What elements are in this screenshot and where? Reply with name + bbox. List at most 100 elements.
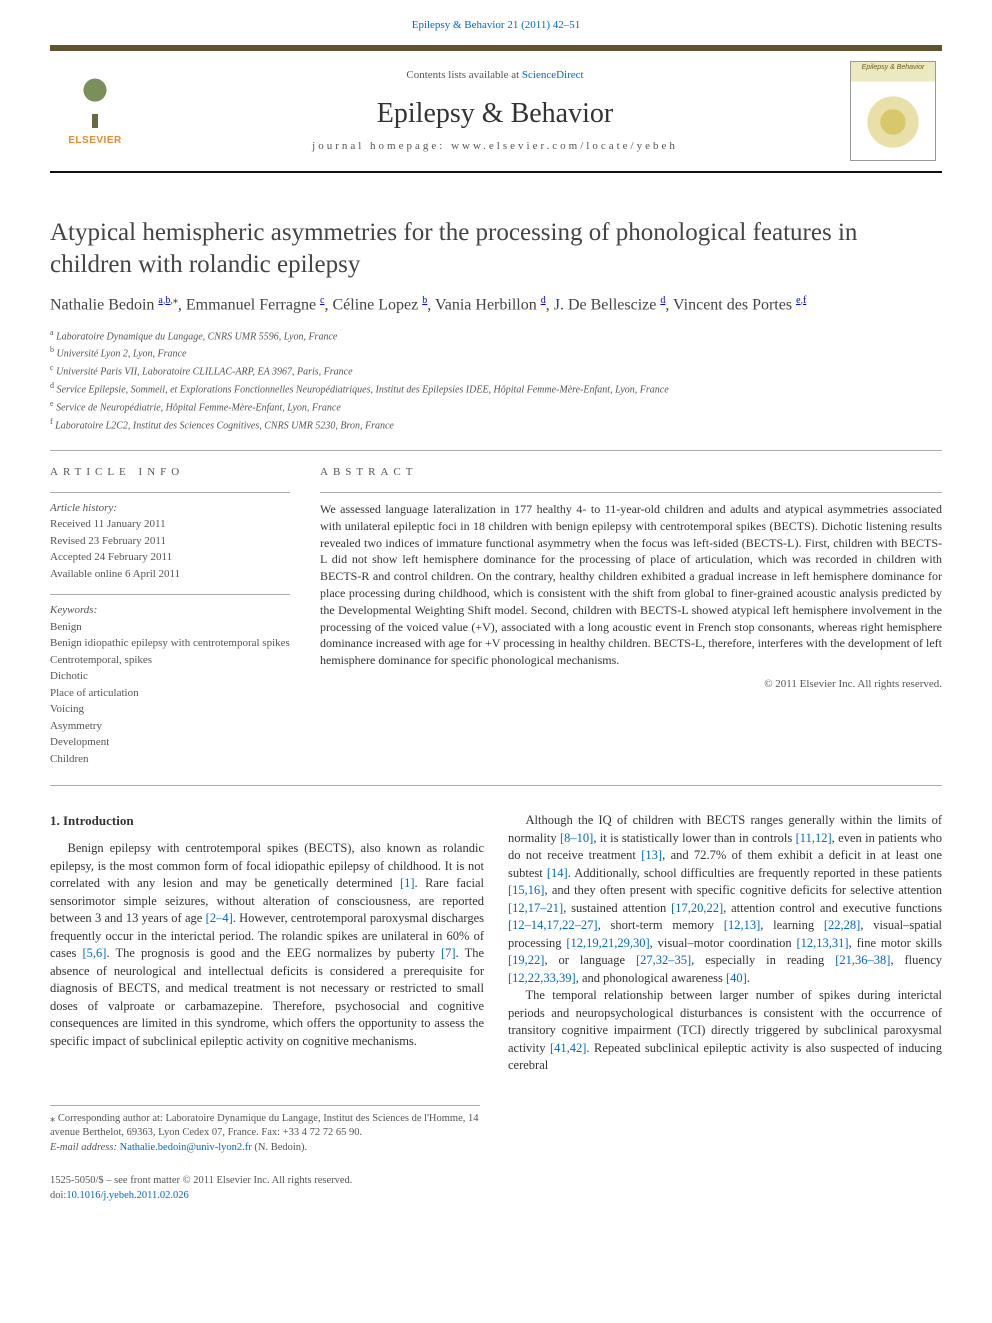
- cover-thumb-title: Epilepsy & Behavior: [862, 62, 925, 74]
- ref-19-22[interactable]: [19,22]: [508, 953, 544, 967]
- keyword-line: Voicing: [50, 701, 290, 718]
- corr-line: ⁎ Corresponding author at: Laboratoire D…: [50, 1112, 480, 1141]
- email-label: E-mail address:: [50, 1142, 120, 1153]
- doi-prefix: doi:: [50, 1190, 66, 1201]
- intro-p1-d: . The prognosis is good and the EEG norm…: [106, 946, 441, 960]
- ref-41-42[interactable]: [41,42]: [550, 1041, 586, 1055]
- email-suffix: (N. Bedoin).: [252, 1142, 307, 1153]
- journal-issue-anchor[interactable]: Epilepsy & Behavior 21 (2011) 42–51: [412, 19, 581, 31]
- journal-header: ELSEVIER Contents lists available at Sci…: [50, 45, 942, 173]
- intro-p2-e: . Additionally, school difficulties are …: [568, 866, 942, 880]
- abstract-copyright: © 2011 Elsevier Inc. All rights reserved…: [320, 677, 942, 692]
- ref-8-10[interactable]: [8–10]: [560, 831, 593, 845]
- keyword-line: Place of articulation: [50, 685, 290, 702]
- journal-vol-top: 21 (2011) 42–51: [507, 19, 580, 31]
- affil-sup-link[interactable]: e: [796, 295, 800, 306]
- affiliation-line: a Laboratoire Dynamique du Langage, CNRS…: [50, 327, 942, 345]
- ref-7[interactable]: [7]: [441, 946, 456, 960]
- history-line: Available online 6 April 2011: [50, 566, 290, 583]
- ref-2-4[interactable]: [2–4]: [206, 911, 233, 925]
- ref-15-16[interactable]: [15,16]: [508, 883, 544, 897]
- history-lines: Received 11 January 2011Revised 23 Febru…: [50, 516, 290, 582]
- doi-link[interactable]: 10.1016/j.yebeh.2011.02.026: [66, 1190, 188, 1201]
- ref-1[interactable]: [1]: [400, 876, 415, 890]
- journal-cover-thumb: Epilepsy & Behavior: [850, 61, 936, 161]
- abstract-text: We assessed language lateralization in 1…: [320, 501, 942, 669]
- intro-p2-p: , fluency: [890, 953, 942, 967]
- keywords-rule: [50, 594, 290, 595]
- intro-p2-b: , it is statistically lower than in cont…: [593, 831, 795, 845]
- intro-p2-f: , and they often present with specific c…: [544, 883, 942, 897]
- article-info-column: ARTICLE INFO Article history: Received 1…: [50, 465, 290, 768]
- cover-thumb-art: [863, 92, 923, 152]
- intro-para-1: Benign epilepsy with centrotemporal spik…: [50, 840, 484, 1050]
- ref-27-35[interactable]: [27,32–35]: [636, 953, 691, 967]
- affil-sup-link[interactable]: b: [422, 295, 427, 306]
- keyword-line: Children: [50, 751, 290, 768]
- publisher-name: ELSEVIER: [68, 134, 121, 148]
- publisher-logo: ELSEVIER: [50, 51, 140, 171]
- abstract-head: ABSTRACT: [320, 465, 942, 480]
- homepage-url: www.elsevier.com/locate/yebeh: [451, 140, 678, 152]
- intro-p2-h: , attention control and executive functi…: [723, 901, 942, 915]
- elsevier-tree-icon: [72, 74, 118, 128]
- ref-12-27[interactable]: [12–14,17,22–27]: [508, 918, 598, 932]
- ref-11-12[interactable]: [11,12]: [796, 831, 832, 845]
- ref-12-13[interactable]: [12,13]: [724, 918, 760, 932]
- intro-p2-l: , visual–motor coordination: [650, 936, 797, 950]
- ref-12-39[interactable]: [12,22,33,39]: [508, 971, 576, 985]
- article-title: Atypical hemispheric asymmetries for the…: [50, 217, 942, 280]
- ref-12-21[interactable]: [12,17–21]: [508, 901, 563, 915]
- intro-p2-j: , learning: [760, 918, 824, 932]
- issn-line: 1525-5050/$ – see front matter © 2011 El…: [50, 1174, 942, 1189]
- affil-sup-link[interactable]: c: [320, 295, 324, 306]
- journal-name-top: Epilepsy & Behavior: [412, 19, 505, 31]
- homepage-line: journal homepage: www.elsevier.com/locat…: [140, 139, 850, 154]
- intro-para-3: The temporal relationship between larger…: [508, 987, 942, 1075]
- ref-14[interactable]: [14]: [547, 866, 568, 880]
- ref-17-22[interactable]: [17,20,22]: [671, 901, 723, 915]
- corr-email-link[interactable]: Nathalie.bedoin@univ-lyon2.fr: [120, 1142, 252, 1153]
- history-line: Revised 23 February 2011: [50, 533, 290, 550]
- keyword-line: Asymmetry: [50, 718, 290, 735]
- ref-40[interactable]: [40]: [726, 971, 747, 985]
- affiliation-line: b Université Lyon 2, Lyon, France: [50, 344, 942, 362]
- affiliation-line: d Service Epilepsie, Sommeil, et Explora…: [50, 380, 942, 398]
- keywords-label: Keywords:: [50, 603, 290, 618]
- header-center: Contents lists available at ScienceDirec…: [140, 51, 850, 171]
- intro-p2-o: , especially in reading: [691, 953, 835, 967]
- intro-p2-n: , or language: [544, 953, 636, 967]
- history-line: Received 11 January 2011: [50, 516, 290, 533]
- ref-12-31[interactable]: [12,13,31]: [797, 936, 849, 950]
- rule-below-abstract: [50, 785, 942, 786]
- ref-21-38[interactable]: [21,36–38]: [835, 953, 890, 967]
- intro-p2-r: .: [747, 971, 750, 985]
- journal-issue-link: Epilepsy & Behavior 21 (2011) 42–51: [0, 0, 992, 41]
- sciencedirect-link[interactable]: ScienceDirect: [522, 69, 584, 81]
- keyword-line: Development: [50, 734, 290, 751]
- affil-sup-link[interactable]: d: [541, 295, 546, 306]
- affil-sup-link[interactable]: b: [165, 295, 170, 306]
- ref-12-30[interactable]: [12,19,21,29,30]: [566, 936, 649, 950]
- intro-p2-m: , fine motor skills: [849, 936, 942, 950]
- section-1-heading: 1. Introduction: [50, 812, 484, 830]
- keyword-line: Centrotemporal, spikes: [50, 652, 290, 669]
- ref-22-28[interactable]: [22,28]: [824, 918, 860, 932]
- affiliation-line: e Service de Neuropédiatrie, Hôpital Fem…: [50, 398, 942, 416]
- intro-para-2: Although the IQ of children with BECTS r…: [508, 812, 942, 987]
- affil-sup-link[interactable]: f: [803, 295, 806, 306]
- keyword-line: Benign: [50, 619, 290, 636]
- email-line: E-mail address: Nathalie.bedoin@univ-lyo…: [50, 1141, 480, 1156]
- history-label: Article history:: [50, 501, 290, 516]
- affil-sup-link[interactable]: a: [158, 295, 162, 306]
- body-columns: 1. Introduction Benign epilepsy with cen…: [50, 812, 942, 1075]
- abstract-column: ABSTRACT We assessed language lateraliza…: [320, 465, 942, 768]
- affil-sup-link[interactable]: d: [660, 295, 665, 306]
- article-info-head: ARTICLE INFO: [50, 465, 290, 480]
- author-list: Nathalie Bedoin a,b,⁎, Emmanuel Ferragne…: [50, 294, 942, 317]
- ref-5-6[interactable]: [5,6]: [82, 946, 106, 960]
- keyword-line: Benign idiopathic epilepsy with centrote…: [50, 635, 290, 652]
- ref-13[interactable]: [13]: [641, 848, 662, 862]
- abstract-rule: [320, 492, 942, 493]
- contents-prefix: Contents lists available at: [406, 69, 521, 81]
